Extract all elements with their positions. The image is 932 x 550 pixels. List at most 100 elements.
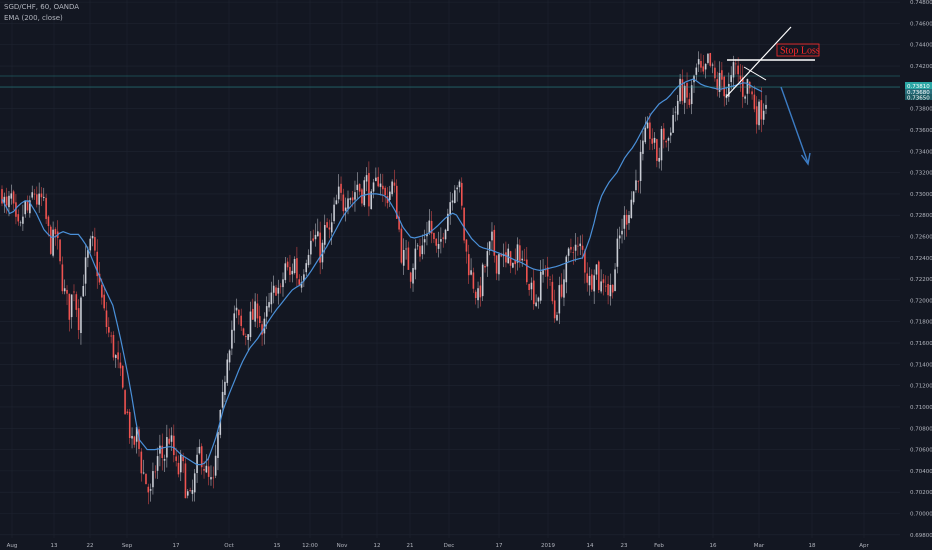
drawings[interactable]: Stop Loss [725, 26, 820, 166]
candle-body [33, 193, 36, 195]
candle [537, 296, 540, 309]
candle-body [639, 151, 642, 182]
candle-body [310, 240, 312, 255]
grid-lines [0, 0, 900, 538]
candle-body [765, 104, 767, 109]
candle [539, 260, 542, 304]
candle [714, 60, 716, 82]
candle-body [261, 324, 263, 335]
candle [354, 180, 356, 212]
price-tags: 0.73810 0.73680 0.73650 [905, 82, 932, 102]
candle-body [530, 282, 533, 290]
candle [467, 244, 470, 284]
candle-body [632, 191, 635, 203]
candle-body [467, 254, 470, 276]
candle-body [470, 270, 472, 275]
candle-body [649, 122, 651, 139]
candle [730, 66, 732, 90]
trendline-rising[interactable] [725, 26, 792, 98]
candle [214, 444, 217, 479]
candle-body [156, 456, 159, 471]
candle [744, 94, 746, 104]
candle-body [112, 334, 115, 358]
candle [45, 193, 47, 224]
candle-body [351, 197, 354, 201]
candle-body [110, 335, 112, 337]
candle [231, 320, 233, 356]
candle-body [131, 435, 133, 439]
candle-body [625, 214, 628, 225]
candle [328, 219, 331, 239]
candle-body [305, 263, 308, 273]
candle-body [663, 128, 665, 140]
candle-body [233, 313, 236, 331]
candle [154, 465, 157, 479]
candle [105, 301, 108, 334]
candle [700, 53, 702, 73]
candle [291, 263, 294, 283]
candle-body [495, 255, 498, 274]
candle-body [323, 225, 326, 245]
candle [189, 487, 191, 493]
candle-body [73, 291, 75, 293]
candle [644, 116, 647, 145]
candle-body [751, 91, 753, 95]
candle-body [277, 287, 280, 294]
candle [614, 263, 616, 292]
candle-body [205, 465, 208, 473]
candle-body [481, 264, 484, 297]
candle-body [653, 137, 656, 143]
candle-body [94, 237, 96, 251]
y-tick-label: 0.72400 [910, 256, 932, 262]
candle-body [544, 269, 547, 271]
y-tick-label: 0.72800 [910, 213, 932, 219]
time-axis[interactable]: Aug 13 22 Sep 17 Oct 15 12:00 Nov 12 21 Dec 17 2019 14… [7, 543, 870, 549]
candle [333, 197, 335, 224]
candle [558, 276, 561, 325]
candle-body [317, 231, 319, 237]
candle-body [512, 262, 514, 268]
candle [440, 227, 442, 254]
candle [616, 228, 619, 274]
candle-body [344, 207, 347, 211]
candle-body [560, 284, 563, 297]
candle-body [342, 194, 345, 212]
candle [75, 291, 78, 318]
candle [567, 247, 570, 263]
candle [159, 434, 161, 467]
candle [591, 269, 593, 292]
trendline-support[interactable] [743, 66, 767, 81]
candle-body [735, 63, 737, 65]
forecast-arrow-line[interactable] [780, 86, 809, 164]
candle-body [718, 72, 721, 92]
candle-body [70, 294, 73, 318]
candle [317, 218, 319, 237]
candle-body [126, 411, 129, 414]
candle-body [191, 490, 194, 494]
candle-body [238, 309, 240, 316]
candle [326, 218, 328, 228]
candlestick-series [1, 51, 767, 505]
candle-body [609, 284, 612, 297]
candle [323, 214, 326, 254]
candle [312, 229, 314, 243]
price-axis[interactable]: 0.748000.746000.744000.742000.740000.738… [910, 0, 932, 539]
y-tick-label: 0.72200 [910, 277, 932, 283]
candle-body [87, 249, 89, 258]
candle [224, 375, 226, 403]
candle-body [577, 245, 579, 247]
candle [433, 232, 435, 243]
candle [173, 424, 175, 463]
y-tick-label: 0.73400 [910, 149, 932, 155]
candle [442, 232, 445, 248]
candle-body [289, 266, 291, 275]
candle-body [430, 220, 433, 234]
candle [530, 277, 533, 301]
candle-body [98, 273, 101, 283]
candle [709, 52, 712, 68]
candle [307, 249, 310, 268]
x-tick-label: 14 [587, 543, 594, 549]
candle-body [96, 251, 99, 277]
candle [268, 292, 270, 312]
